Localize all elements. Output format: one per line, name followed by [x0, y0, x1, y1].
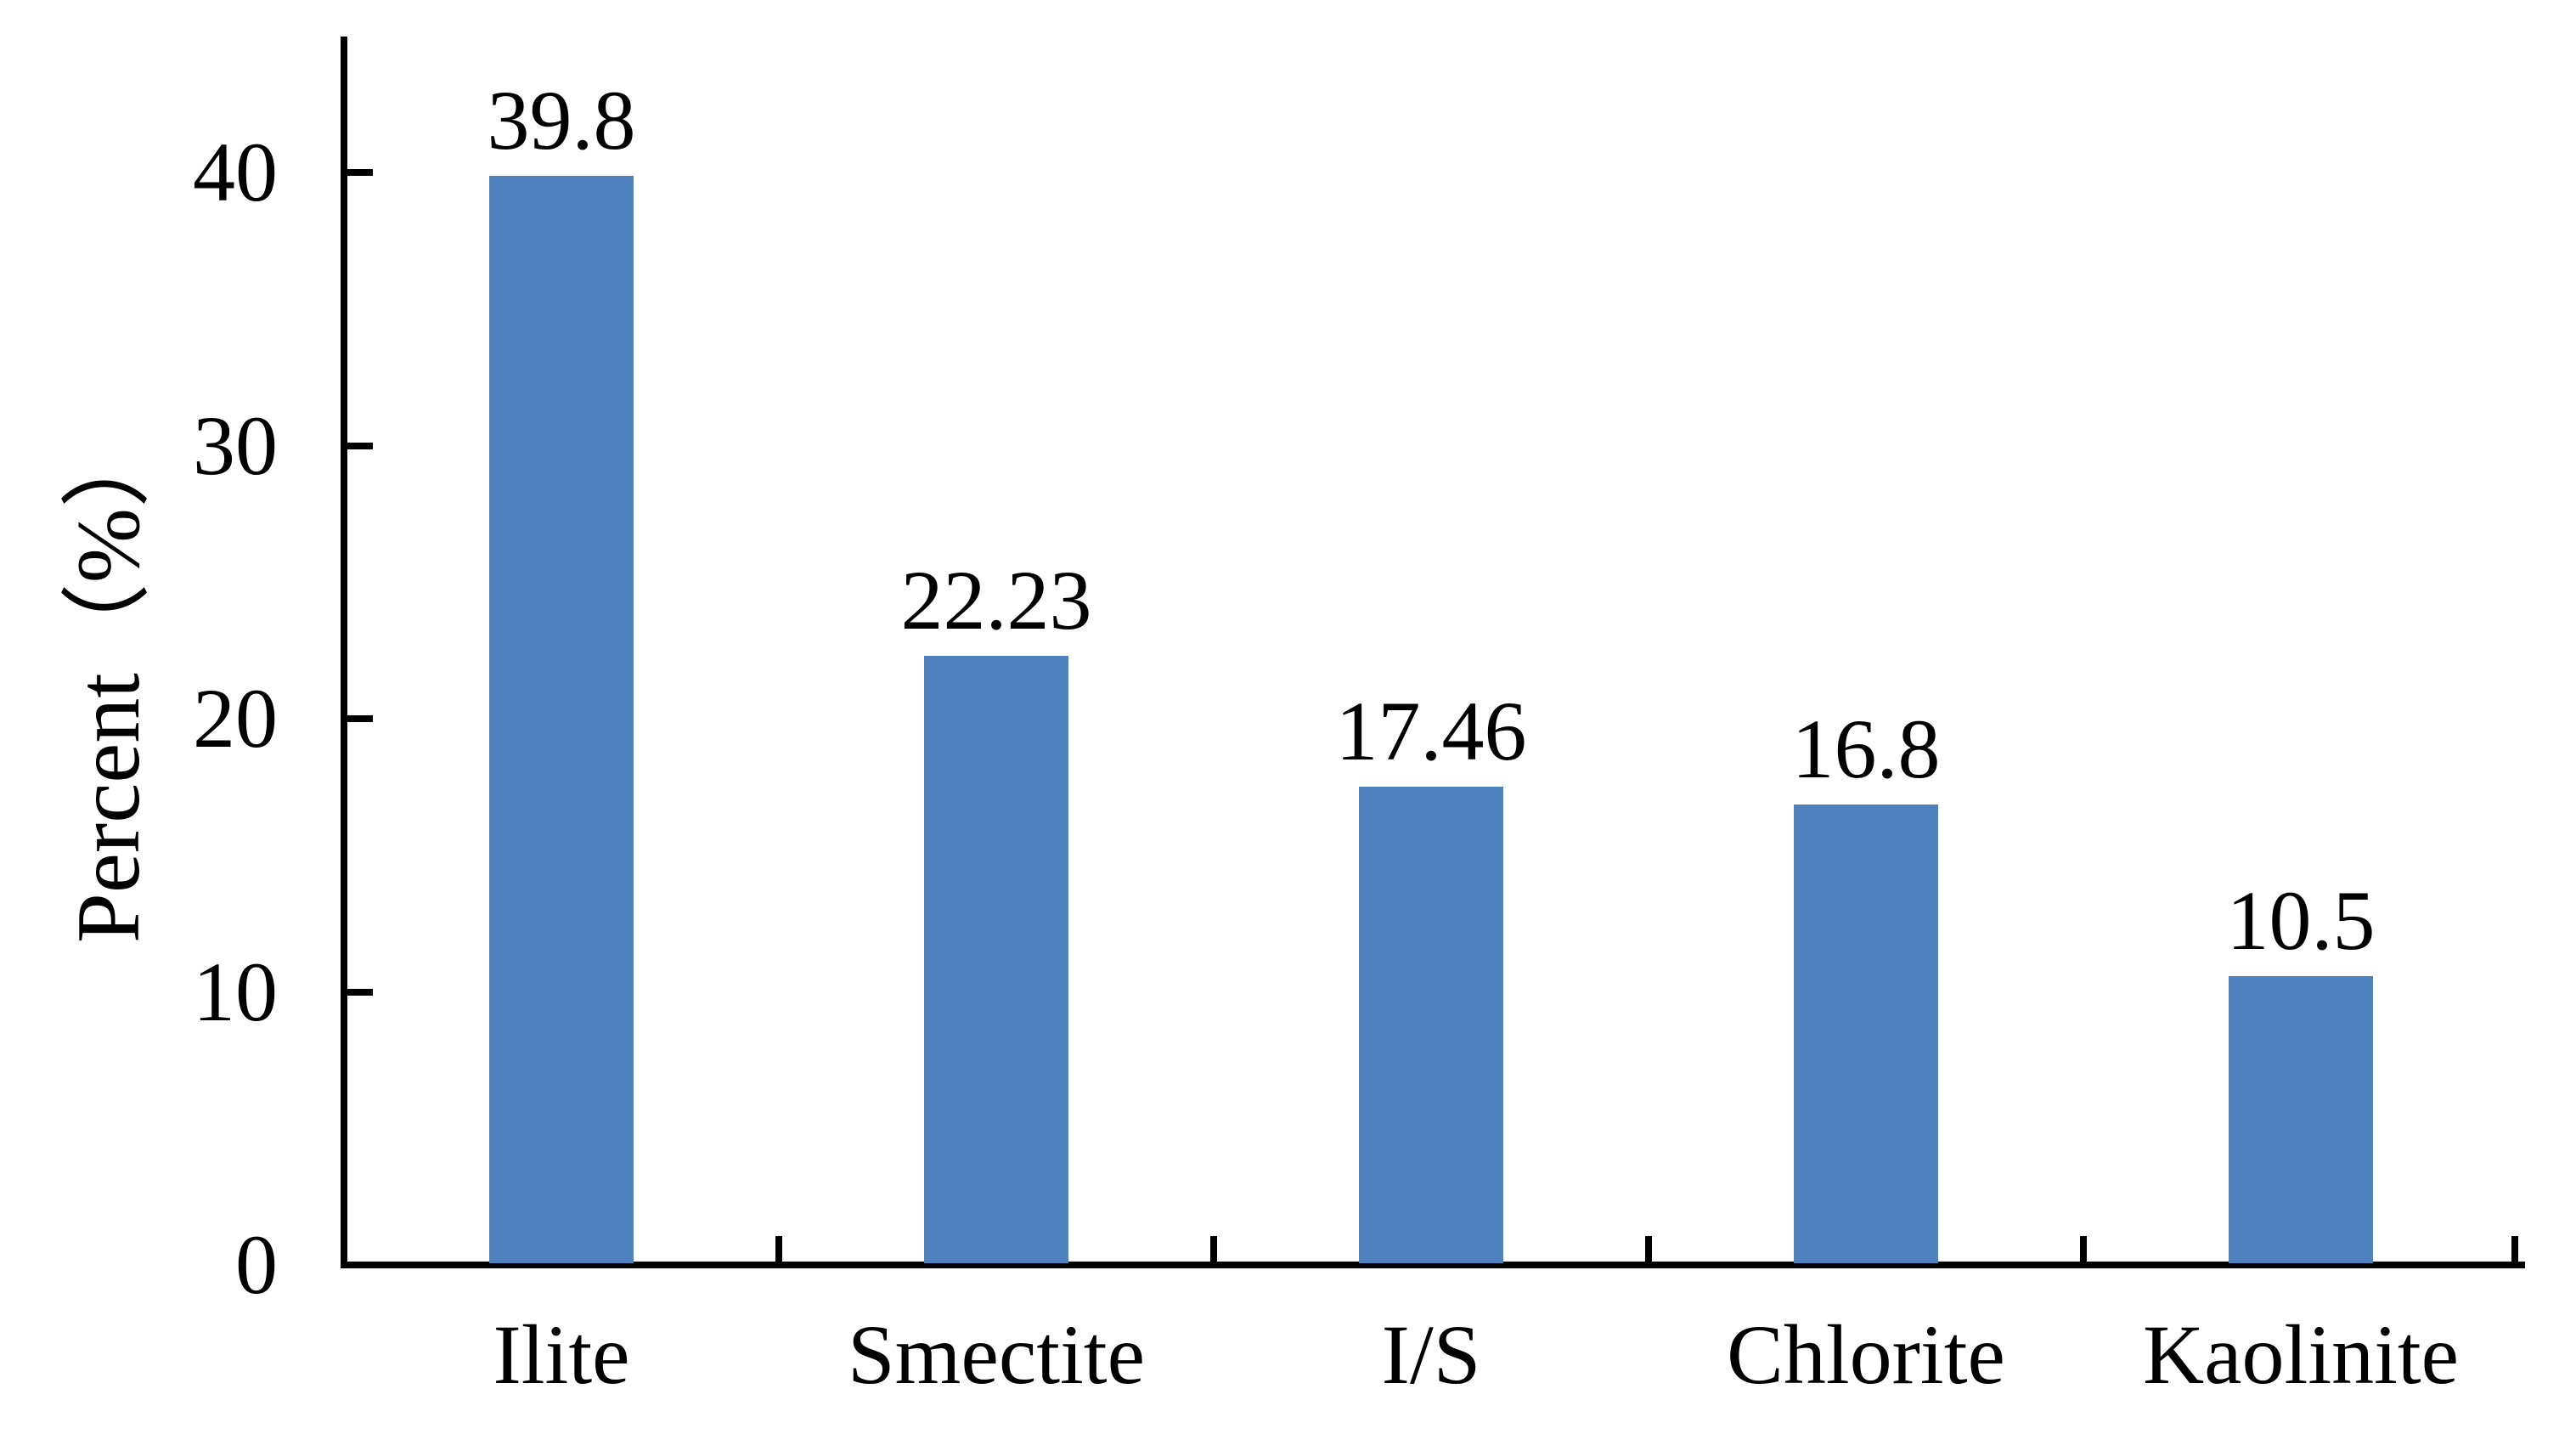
bar: [924, 656, 1068, 1263]
x-axis-line: [341, 1262, 2525, 1268]
y-axis-tick: [347, 988, 373, 996]
y-tick-label: 40: [193, 125, 278, 219]
bar-value-label: 10.5: [2226, 873, 2376, 968]
y-axis-line: [341, 37, 347, 1268]
bar: [1794, 804, 1938, 1263]
bar-value-label: 16.8: [1791, 701, 1941, 796]
y-axis-tick: [347, 169, 373, 176]
y-tick-label: 30: [193, 398, 278, 493]
bar: [2229, 976, 2373, 1263]
bar: [489, 176, 634, 1263]
x-category-label: Smectite: [848, 1307, 1145, 1402]
y-axis-tick: [347, 442, 373, 449]
x-category-label: Chlorite: [1727, 1307, 2005, 1402]
x-axis-tick: [2511, 1236, 2518, 1262]
x-axis-tick: [1645, 1236, 1652, 1262]
x-axis-tick: [2080, 1236, 2087, 1262]
bar-value-label: 39.8: [487, 73, 636, 168]
x-category-label: Ilite: [493, 1307, 630, 1402]
bar: [1359, 786, 1503, 1263]
bar-value-label: 22.23: [900, 553, 1092, 648]
x-category-label: Kaolinite: [2142, 1307, 2460, 1402]
x-axis-tick: [775, 1236, 782, 1262]
bar-value-label: 17.46: [1335, 683, 1527, 778]
y-tick-label: 20: [193, 671, 278, 765]
x-category-label: I/S: [1381, 1307, 1481, 1402]
x-axis-tick: [1210, 1236, 1217, 1262]
y-axis-tick: [347, 715, 373, 722]
y-tick-label: 10: [193, 944, 278, 1039]
y-tick-label: 0: [235, 1217, 278, 1312]
